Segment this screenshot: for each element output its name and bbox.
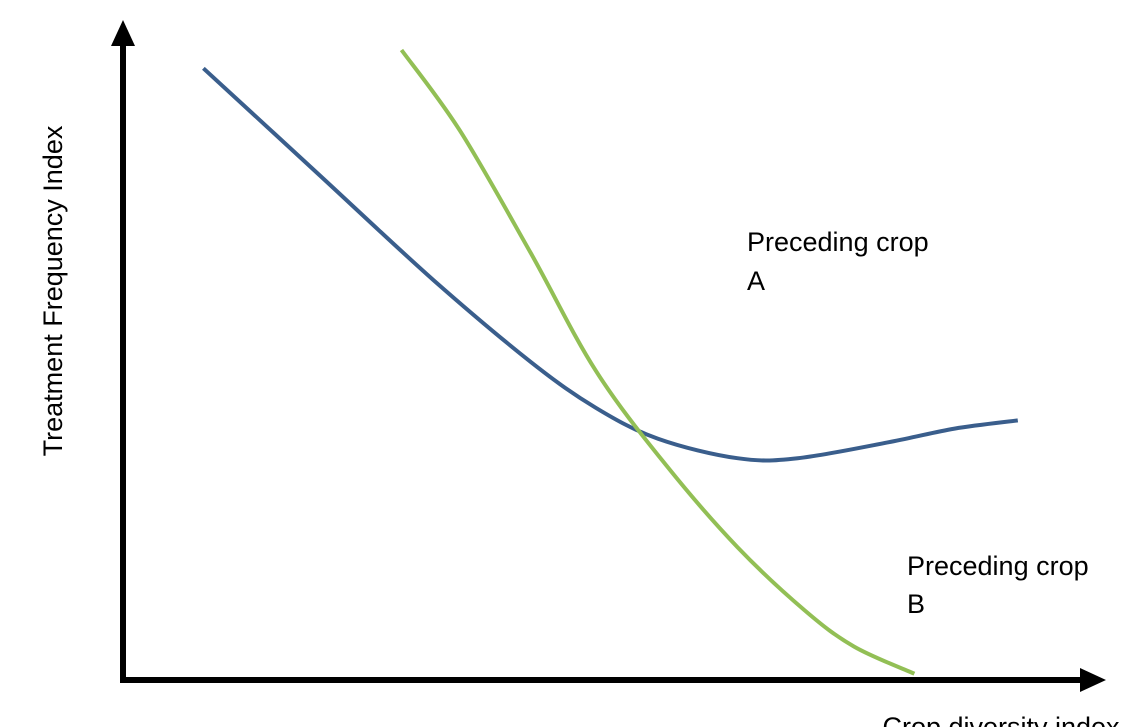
y-axis-arrowhead <box>111 20 135 46</box>
annotation-b-line1: Preceding crop <box>907 551 1089 581</box>
series-line-preceding-crop-a <box>202 66 1019 463</box>
series-layer <box>202 48 1019 676</box>
annotation-a-line1: Preceding crop <box>747 227 929 257</box>
annotation-b-line2: B <box>907 589 925 619</box>
annotation-a-line2: A <box>747 266 765 296</box>
x-axis-arrowhead <box>1080 668 1106 692</box>
annotation-preceding-crop-a: Preceding crop A <box>747 227 929 296</box>
x-axis-label: Crop diversity index <box>882 712 1120 727</box>
y-axis-label: Treatment Frequency Index <box>38 125 68 456</box>
series-line-preceding-crop-b <box>399 48 916 676</box>
annotation-preceding-crop-b: Preceding crop B <box>907 551 1089 619</box>
